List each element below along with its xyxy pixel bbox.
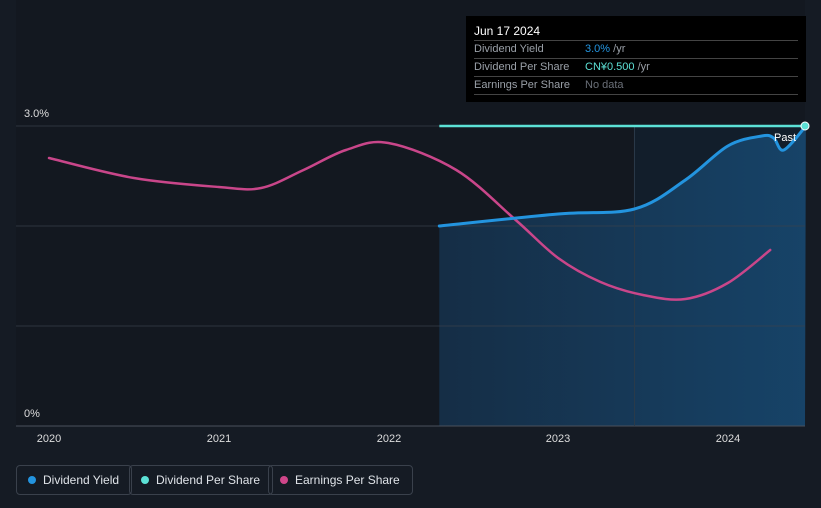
tooltip-label: Dividend Per Share [474,61,570,73]
x-tick-label: 2024 [715,433,741,445]
x-tick-label: 2022 [376,433,402,445]
x-tick-label: 2021 [206,433,232,445]
tooltip-unit: /yr [610,43,626,55]
tooltip-label: Dividend Yield [474,43,544,55]
tooltip-unit: /yr [634,61,650,73]
x-tick-label: 2020 [36,433,62,445]
tooltip: Jun 17 2024 Dividend Yield 3.0% /yr Divi… [466,16,806,102]
tooltip-value: No data [585,79,624,91]
tooltip-label: Earnings Per Share [474,79,570,91]
tooltip-row-dividend-per-share: Dividend Per Share CN¥0.500 /yr [474,58,798,76]
legend-label: Dividend Per Share [156,473,261,487]
legend-label: Earnings Per Share [295,473,400,487]
legend-dot-icon [280,476,288,484]
tooltip-value: 3.0% [585,43,611,55]
past-label: Past [774,132,797,144]
y-tick-label: 3.0% [24,108,50,120]
dividend-yield-line [437,124,808,228]
tooltip-value: CN¥0.500 [585,61,635,73]
legend-dot-icon [141,476,149,484]
tooltip-row-dividend-yield: Dividend Yield 3.0% /yr [474,40,798,58]
current-point-marker [800,121,810,131]
tooltip-row-earnings-per-share: Earnings Per Share No data [474,76,798,95]
dividend-yield-area [439,126,806,426]
x-tick-label: 2023 [545,433,571,445]
earnings-per-share-line [47,140,772,301]
legend-dividend-per-share[interactable]: Dividend Per Share [129,465,274,495]
legend-dividend-yield[interactable]: Dividend Yield [16,465,133,495]
legend-dot-icon [28,476,36,484]
legend-earnings-per-share[interactable]: Earnings Per Share [268,465,413,495]
y-tick-label: 0% [24,408,40,420]
legend-label: Dividend Yield [43,473,120,487]
tooltip-date: Jun 17 2024 [474,24,541,38]
